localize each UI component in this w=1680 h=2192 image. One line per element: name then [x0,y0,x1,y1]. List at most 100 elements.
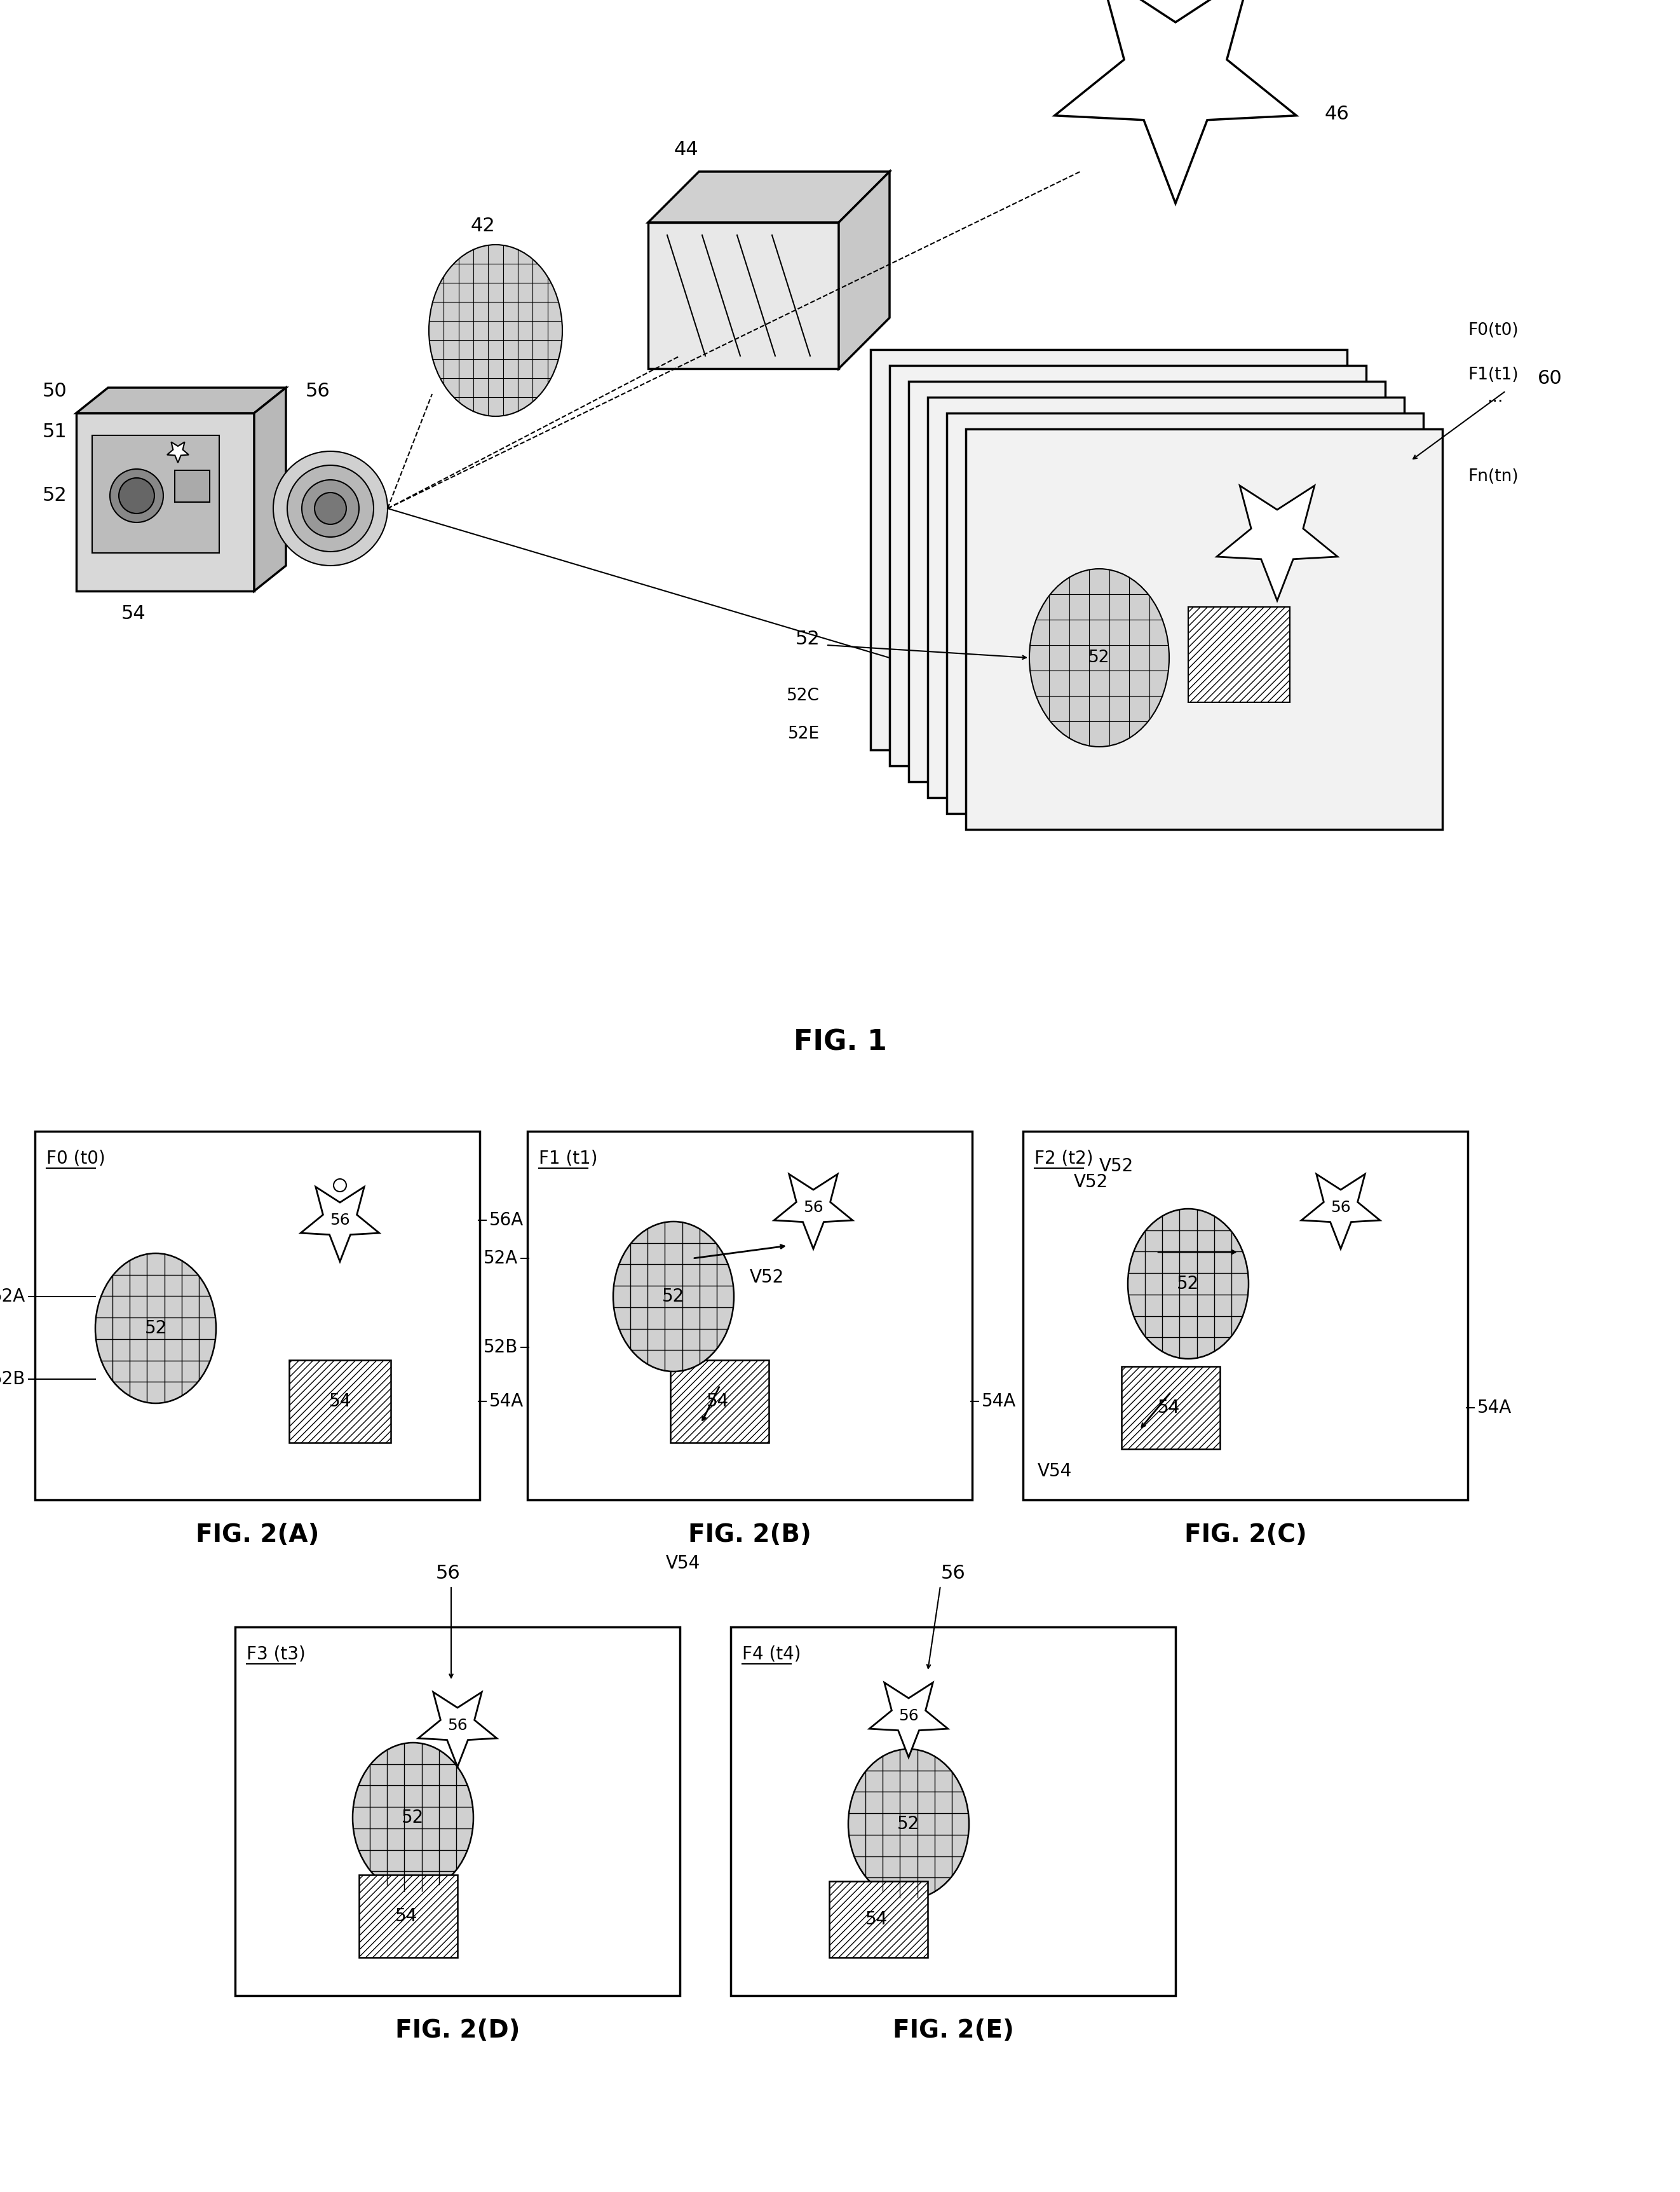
Polygon shape [76,388,286,412]
Text: Fn(tn): Fn(tn) [1468,469,1519,484]
Ellipse shape [96,1254,217,1403]
Text: 52: 52 [42,487,67,504]
Text: 60: 60 [1537,368,1562,388]
Text: 52: 52 [402,1808,425,1826]
Text: FIG. 1: FIG. 1 [793,1028,887,1057]
Text: 52: 52 [144,1320,166,1337]
Polygon shape [838,171,890,368]
Polygon shape [418,1692,497,1767]
Bar [76,412,254,592]
Text: 56: 56 [941,1563,966,1583]
Text: 54: 54 [865,1911,889,1929]
Text: FIG. 2(D): FIG. 2(D) [395,2019,519,2043]
Text: 54: 54 [707,1392,729,1409]
Text: 52: 52 [662,1287,685,1306]
Text: F4 (t4): F4 (t4) [743,1644,801,1662]
Polygon shape [774,1175,852,1249]
Bar [731,1626,1176,1995]
Text: 46: 46 [1326,105,1349,123]
Text: FIG. 2(A): FIG. 2(A) [195,1523,319,1548]
Bar [528,1131,973,1499]
Text: V54: V54 [665,1554,701,1572]
Text: F0 (t0): F0 (t0) [47,1149,106,1166]
Text: V52: V52 [749,1269,785,1287]
Text: F1 (t1): F1 (t1) [539,1149,598,1166]
Bar [909,381,1386,783]
Ellipse shape [613,1221,734,1372]
Bar [289,1359,391,1442]
Text: 52: 52 [897,1815,921,1833]
Bar [1122,1366,1220,1449]
Ellipse shape [1127,1208,1248,1359]
Polygon shape [648,171,890,221]
Text: FIG. 2(E): FIG. 2(E) [892,2019,1013,2043]
Circle shape [287,465,373,552]
Text: 56: 56 [899,1708,919,1723]
Text: 52A: 52A [484,1249,517,1267]
Ellipse shape [848,1749,969,1898]
Circle shape [119,478,155,513]
Text: 52E: 52E [788,726,820,743]
Bar [175,471,210,502]
Text: ...: ... [1487,388,1504,406]
Circle shape [302,480,360,537]
Text: 54A: 54A [1477,1398,1512,1416]
Bar [948,412,1423,813]
Text: 52B: 52B [484,1339,517,1357]
Ellipse shape [1030,568,1169,747]
Bar [966,430,1443,829]
Circle shape [334,1179,346,1192]
Circle shape [274,452,388,566]
Text: 52A: 52A [0,1287,25,1306]
Text: FIG. 2(B): FIG. 2(B) [689,1523,811,1548]
Text: 56: 56 [1331,1199,1351,1214]
Text: 56: 56 [803,1199,823,1214]
Text: 50: 50 [42,381,67,401]
Polygon shape [301,1186,380,1263]
Bar [1023,1131,1468,1499]
Text: 54: 54 [395,1907,418,1925]
Text: 52: 52 [1178,1276,1200,1293]
Ellipse shape [353,1743,474,1892]
Text: V52: V52 [1099,1157,1134,1175]
Text: F3 (t3): F3 (t3) [247,1644,306,1662]
Bar [670,1359,769,1442]
Text: 52: 52 [1089,649,1110,666]
Polygon shape [1302,1175,1379,1249]
Text: 56: 56 [306,381,329,401]
Ellipse shape [428,246,563,416]
Text: 52: 52 [795,629,820,649]
Text: 52C: 52C [786,688,820,704]
Polygon shape [166,443,188,463]
Text: 54A: 54A [489,1392,524,1409]
Text: 54A: 54A [981,1392,1016,1409]
Bar [927,397,1404,798]
Text: V52: V52 [1074,1173,1109,1190]
Text: F2 (t2): F2 (t2) [1035,1149,1094,1166]
Polygon shape [869,1683,948,1758]
Polygon shape [254,388,286,592]
Text: 56: 56 [329,1212,349,1228]
Bar [890,366,1366,765]
Bar [830,1881,927,1957]
Text: 42: 42 [470,217,496,235]
Polygon shape [1055,0,1297,204]
Text: 54: 54 [121,605,146,623]
Bar [35,1131,480,1499]
Bar [1188,607,1290,701]
Bar [92,436,218,552]
Text: F0(t0): F0(t0) [1468,322,1519,340]
Bar [360,1874,457,1957]
Text: 52B: 52B [0,1370,25,1388]
Text: 56: 56 [435,1563,460,1583]
Circle shape [314,493,346,524]
Polygon shape [1216,487,1337,601]
Text: 54: 54 [1158,1398,1181,1416]
Bar [235,1626,680,1995]
Text: FIG. 2(C): FIG. 2(C) [1184,1523,1307,1548]
Bar [870,349,1347,750]
Circle shape [109,469,163,522]
Text: 54: 54 [329,1392,351,1409]
Text: 44: 44 [674,140,699,158]
Text: 56A: 56A [489,1212,524,1230]
